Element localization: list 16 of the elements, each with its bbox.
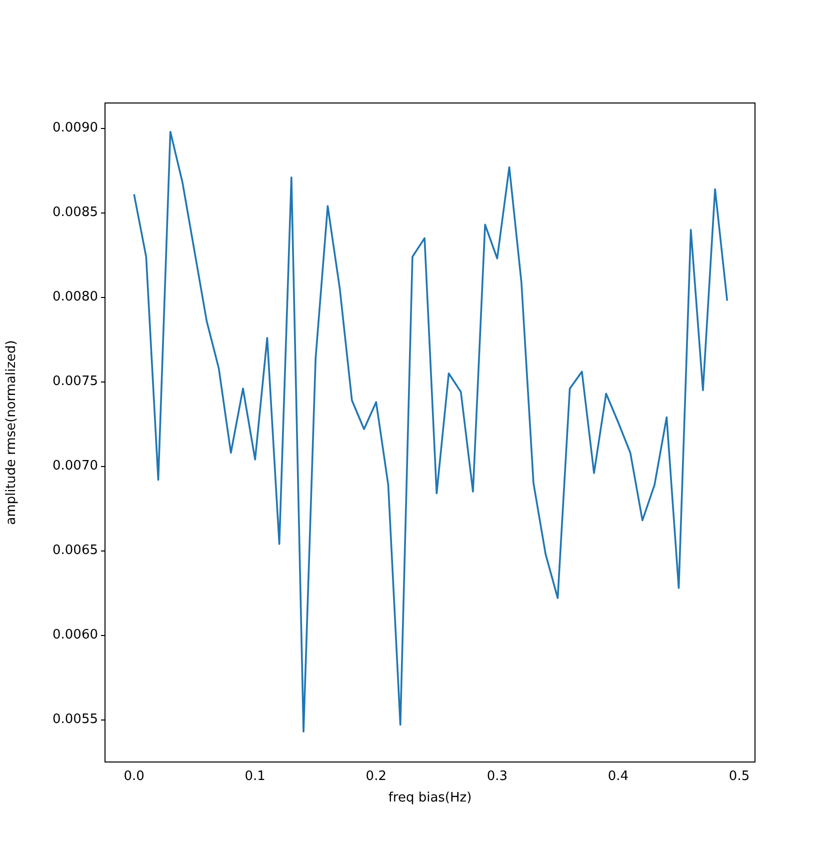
y-tick-label: 0.0060 <box>52 628 98 643</box>
x-tick-label: 0.4 <box>608 769 629 784</box>
y-tick-label: 0.0070 <box>52 458 98 474</box>
y-tick-label: 0.0080 <box>52 290 98 305</box>
y-tick-label: 0.0085 <box>52 205 98 220</box>
y-tick-label: 0.0065 <box>52 543 98 558</box>
x-tick-label: 0.0 <box>124 769 144 784</box>
y-tick-label: 0.0055 <box>52 712 98 728</box>
x-axis-title: freq bias(Hz) <box>388 790 472 806</box>
x-tick-label: 0.3 <box>486 769 508 784</box>
x-tick-label: 0.1 <box>244 769 266 784</box>
x-tick-label: 0.5 <box>728 769 750 784</box>
y-tick-label: 0.0075 <box>52 374 98 390</box>
y-tick-label: 0.0090 <box>52 120 98 136</box>
y-axis-title: amplitude rmse(normalized) <box>4 340 20 525</box>
x-tick-label: 0.2 <box>366 769 386 784</box>
